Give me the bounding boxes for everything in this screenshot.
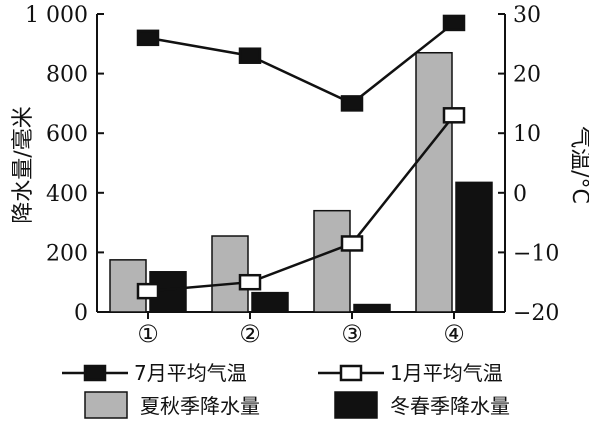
july-temp-point [136,29,160,47]
y-tick-label-left: 800 [46,63,88,88]
bar-summer-autumn [415,51,453,313]
y-tick-label-left: 200 [46,241,88,266]
y-tick-label-left: 0 [74,301,88,326]
y-axis-title-left: 降水量/毫米 [11,106,36,223]
y-tick-label-right: 0 [513,182,527,207]
january-temp-point [136,282,160,300]
legend-marker-swatch [339,364,363,382]
legend-label: 冬春季降水量 [390,394,510,418]
x-tick-label: ① [137,320,159,348]
bar-summer-autumn [313,209,351,313]
july-temp-point [340,95,364,112]
tick-labels: 0 200 400 600 800 1 000 −20 −10 0 10 20 30 ① ② ③ ④ [25,3,559,348]
y-tick-label-right: 30 [513,3,541,28]
y-tick-label-right: 20 [513,63,541,88]
x-tick-label: ④ [443,320,465,348]
y-axis-title-right: 气温/°C [567,126,589,204]
x-tick-label: ② [239,320,261,348]
y-tick-label-right: 10 [513,122,541,147]
y-tick-label-right: −10 [513,241,559,266]
january-temp-line [147,114,455,293]
y-tick-label-right: −20 [513,301,559,326]
bar-winter-spring [353,303,391,313]
january-temp-point [442,107,466,124]
legend-bar-swatch [334,391,378,419]
july-temp-point [442,14,466,32]
legend-label: 夏秋季降水量 [140,394,260,418]
y-tick-label-left: 400 [46,182,88,207]
legend-label: 1月平均气温 [390,361,503,385]
x-tick-label: ③ [341,320,363,348]
temperature-lines [136,14,466,300]
bars [109,51,493,313]
legend-bar-swatch [84,391,128,419]
january-temp-point [340,235,364,252]
y-tick-label-left: 1 000 [25,3,88,28]
july-temp-point [238,47,262,64]
july-temp-line [147,21,455,105]
bar-winter-spring [455,181,493,313]
bar-winter-spring [251,291,289,313]
legend-marker-swatch [83,364,107,382]
january-temp-point [238,273,262,291]
legend-label: 7月平均气温 [134,361,247,385]
y-tick-label-left: 600 [46,122,88,147]
